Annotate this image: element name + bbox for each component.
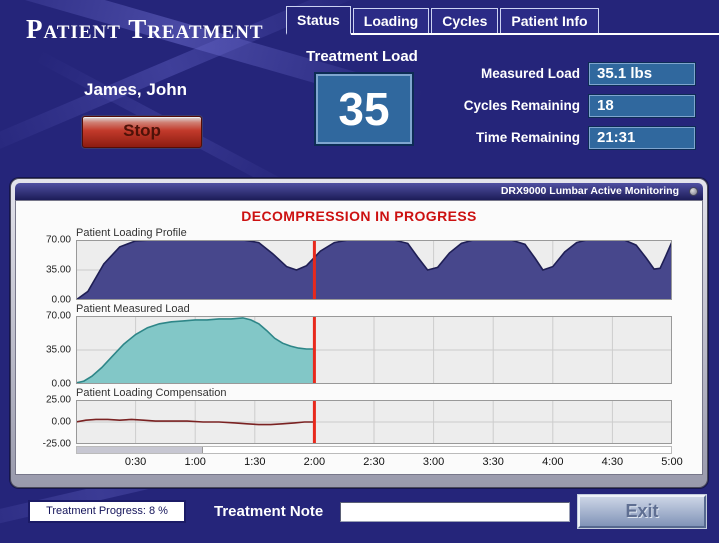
status-message: DECOMPRESSION IN PROGRESS	[241, 208, 477, 224]
y-axis-labels-measured-load: 70.00 35.00 0.00	[45, 310, 71, 390]
cycles-remaining-value: 18	[588, 94, 696, 118]
chart-title-loading-compensation: Patient Loading Compensation	[76, 387, 227, 399]
chart-title-measured-load: Patient Measured Load	[76, 303, 190, 315]
exit-button[interactable]: Exit	[578, 495, 706, 528]
panel-title: DRX9000 Lumbar Active Monitoring	[500, 185, 679, 197]
stop-button[interactable]: Stop	[82, 116, 202, 148]
patient-name: James, John	[84, 80, 187, 99]
tab-status[interactable]: Status	[286, 6, 351, 35]
tab-bar: Status Loading Cycles Patient Info	[286, 6, 719, 35]
treatment-load-value: 35	[314, 72, 414, 146]
treatment-progress-badge: Treatment Progress: 8 %	[28, 500, 186, 523]
y-axis-labels-loading-compensation: 25.00 0.00 -25.00	[42, 394, 71, 450]
tab-cycles[interactable]: Cycles	[431, 8, 499, 33]
chart-plot-loading-profile	[76, 240, 672, 300]
chart-title-loading-profile: Patient Loading Profile	[76, 227, 187, 239]
monitor-panel: DRX9000 Lumbar Active Monitoring DECOMPR…	[10, 178, 708, 488]
chart-plot-measured-load	[76, 316, 672, 384]
measured-load-label: Measured Load	[480, 66, 580, 81]
panel-content: DECOMPRESSION IN PROGRESS Patient Loadin…	[15, 200, 703, 475]
panel-titlebar: DRX9000 Lumbar Active Monitoring	[15, 183, 703, 200]
chart-scrollbar-thumb[interactable]	[77, 447, 203, 453]
readout-row-cycles-remaining: Cycles Remaining 18	[392, 94, 708, 118]
measured-load-value: 35.1 lbs	[588, 62, 696, 86]
y-axis-labels-loading-profile: 70.00 35.00 0.00	[45, 234, 71, 306]
readout-row-time-remaining: Time Remaining 21:31	[392, 126, 708, 150]
pin-icon	[689, 187, 698, 196]
treatment-note-input[interactable]	[340, 502, 570, 522]
tab-patient-info[interactable]: Patient Info	[500, 8, 599, 33]
x-axis-labels: 0:30 1:00 1:30 2:00 2:30 3:00 3:30 4:00 4:30 5:00	[124, 456, 683, 468]
treatment-note-label: Treatment Note	[214, 503, 324, 520]
readout-row-measured-load: Measured Load 35.1 lbs	[392, 62, 708, 86]
cycles-remaining-label: Cycles Remaining	[463, 98, 580, 113]
chart-scrollbar[interactable]	[76, 446, 672, 454]
page-title: Patient Treatment	[26, 14, 264, 44]
chart-plot-loading-compensation	[76, 400, 672, 444]
time-remaining-label: Time Remaining	[475, 130, 580, 145]
treatment-load-label: Treatment Load	[306, 48, 418, 65]
tab-loading[interactable]: Loading	[352, 8, 430, 33]
time-remaining-value: 21:31	[588, 126, 696, 150]
